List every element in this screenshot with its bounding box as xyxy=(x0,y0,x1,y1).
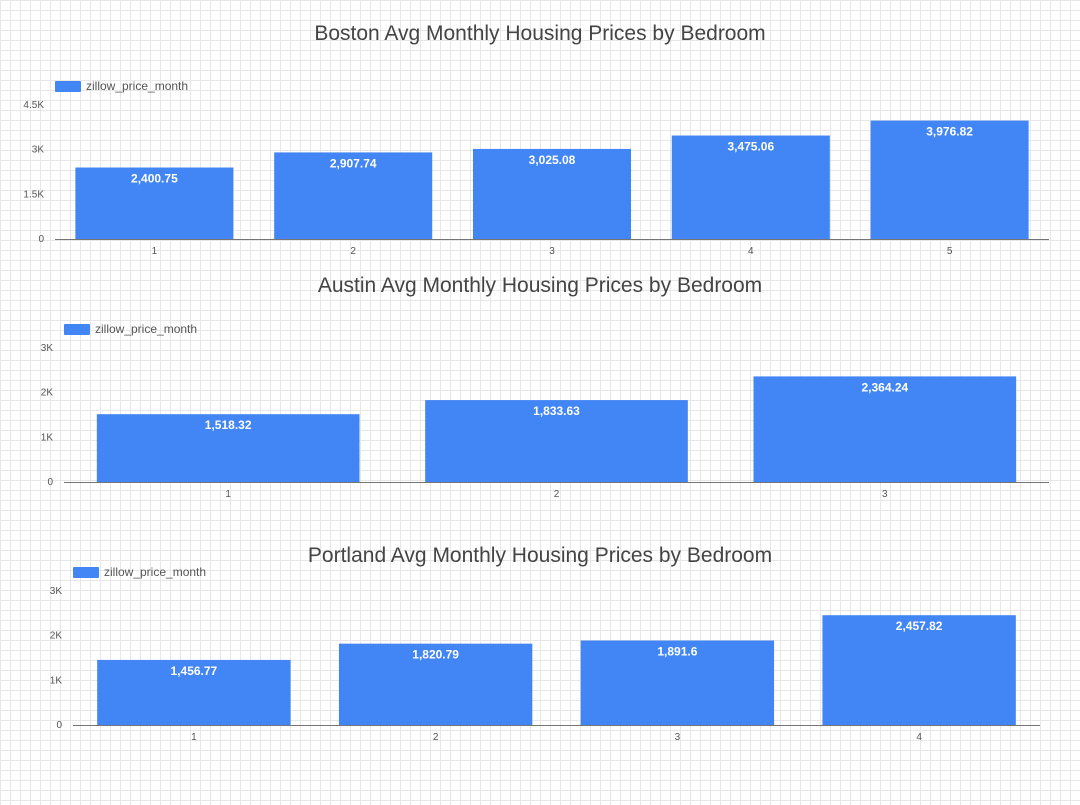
legend-swatch xyxy=(73,566,99,578)
legend-label: zillow_price_month xyxy=(104,565,207,579)
bar[interactable] xyxy=(96,414,360,482)
austin-chart: Austin Avg Monthly Housing Prices by Bed… xyxy=(0,265,1080,515)
x-tick-label: 2 xyxy=(554,489,560,500)
x-tick-label: 5 xyxy=(947,246,953,257)
bar-plot: 0 1K 2K 3K 1,518.32 1 1,833.63 2 2,364.24 3 xyxy=(41,343,1049,500)
y-tick-label: 1K xyxy=(41,432,54,443)
y-tick-label: 0 xyxy=(47,477,53,488)
portland-chart: Portland Avg Monthly Housing Prices by B… xyxy=(0,515,1080,805)
y-tick-label: 4.5K xyxy=(23,100,44,111)
bar[interactable] xyxy=(753,376,1017,482)
y-tick-label: 2K xyxy=(41,388,54,399)
legend-label: zillow_price_month xyxy=(86,79,189,93)
legend-label: zillow_price_month xyxy=(95,322,198,336)
bar-plot: 0 1.5K 3K 4.5K 2,400.75 1 2,907.74 2 3,025.08 3 3,… xyxy=(23,100,1049,257)
y-tick-label: 0 xyxy=(56,720,62,731)
y-tick-label: 0 xyxy=(38,234,44,245)
data-label: 3,475.06 xyxy=(727,140,774,154)
boston-chart: Boston Avg Monthly Housing Prices by Bed… xyxy=(0,0,1080,265)
bar[interactable] xyxy=(75,167,234,239)
chart-title: Austin Avg Monthly Housing Prices by Bed… xyxy=(317,274,763,297)
bar-plot: 0 1K 2K 3K 1,456.77 1 1,820.79 2 1,891.6 3 2,457.8… xyxy=(50,586,1040,743)
x-tick-label: 1 xyxy=(152,246,158,257)
y-tick-label: 3K xyxy=(50,586,63,597)
x-tick-label: 4 xyxy=(748,246,754,257)
x-tick-label: 3 xyxy=(549,246,555,257)
bar[interactable] xyxy=(425,400,688,482)
bar[interactable] xyxy=(274,152,433,239)
data-label: 2,457.82 xyxy=(896,619,943,633)
x-tick-label: 1 xyxy=(191,732,197,743)
data-label: 2,907.74 xyxy=(330,156,377,170)
bar[interactable] xyxy=(822,615,1016,725)
legend[interactable]: zillow_price_month xyxy=(64,322,197,336)
chart-title: Boston Avg Monthly Housing Prices by Bed… xyxy=(314,22,766,45)
data-label: 2,364.24 xyxy=(861,380,908,394)
bar[interactable] xyxy=(97,659,291,725)
bar[interactable] xyxy=(338,643,533,725)
bar[interactable] xyxy=(472,148,632,239)
x-tick-label: 2 xyxy=(350,246,356,257)
y-tick-label: 1K xyxy=(50,675,63,686)
y-tick-label: 2K xyxy=(50,631,63,642)
x-tick-label: 3 xyxy=(675,732,681,743)
data-label: 2,400.75 xyxy=(131,172,178,186)
y-tick-label: 3K xyxy=(32,145,45,156)
bar[interactable] xyxy=(580,640,775,725)
data-label: 3,976.82 xyxy=(926,125,973,139)
data-label: 1,820.79 xyxy=(412,648,459,662)
data-label: 1,518.32 xyxy=(205,418,252,432)
x-tick-label: 4 xyxy=(916,732,922,743)
bar[interactable] xyxy=(870,120,1029,239)
legend-swatch xyxy=(55,80,81,92)
y-tick-label: 3K xyxy=(41,343,54,354)
legend[interactable]: zillow_price_month xyxy=(73,565,206,579)
data-label: 1,456.77 xyxy=(171,664,218,678)
data-label: 1,891.6 xyxy=(657,645,697,659)
legend-swatch xyxy=(64,323,90,335)
y-tick-label: 1.5K xyxy=(23,189,44,200)
data-label: 1,833.63 xyxy=(533,404,580,418)
x-tick-label: 1 xyxy=(225,489,231,500)
bar[interactable] xyxy=(671,135,830,239)
x-tick-label: 3 xyxy=(882,489,888,500)
legend[interactable]: zillow_price_month xyxy=(55,79,188,93)
data-label: 3,025.08 xyxy=(529,153,576,167)
chart-title: Portland Avg Monthly Housing Prices by B… xyxy=(307,544,773,567)
x-tick-label: 2 xyxy=(433,732,439,743)
